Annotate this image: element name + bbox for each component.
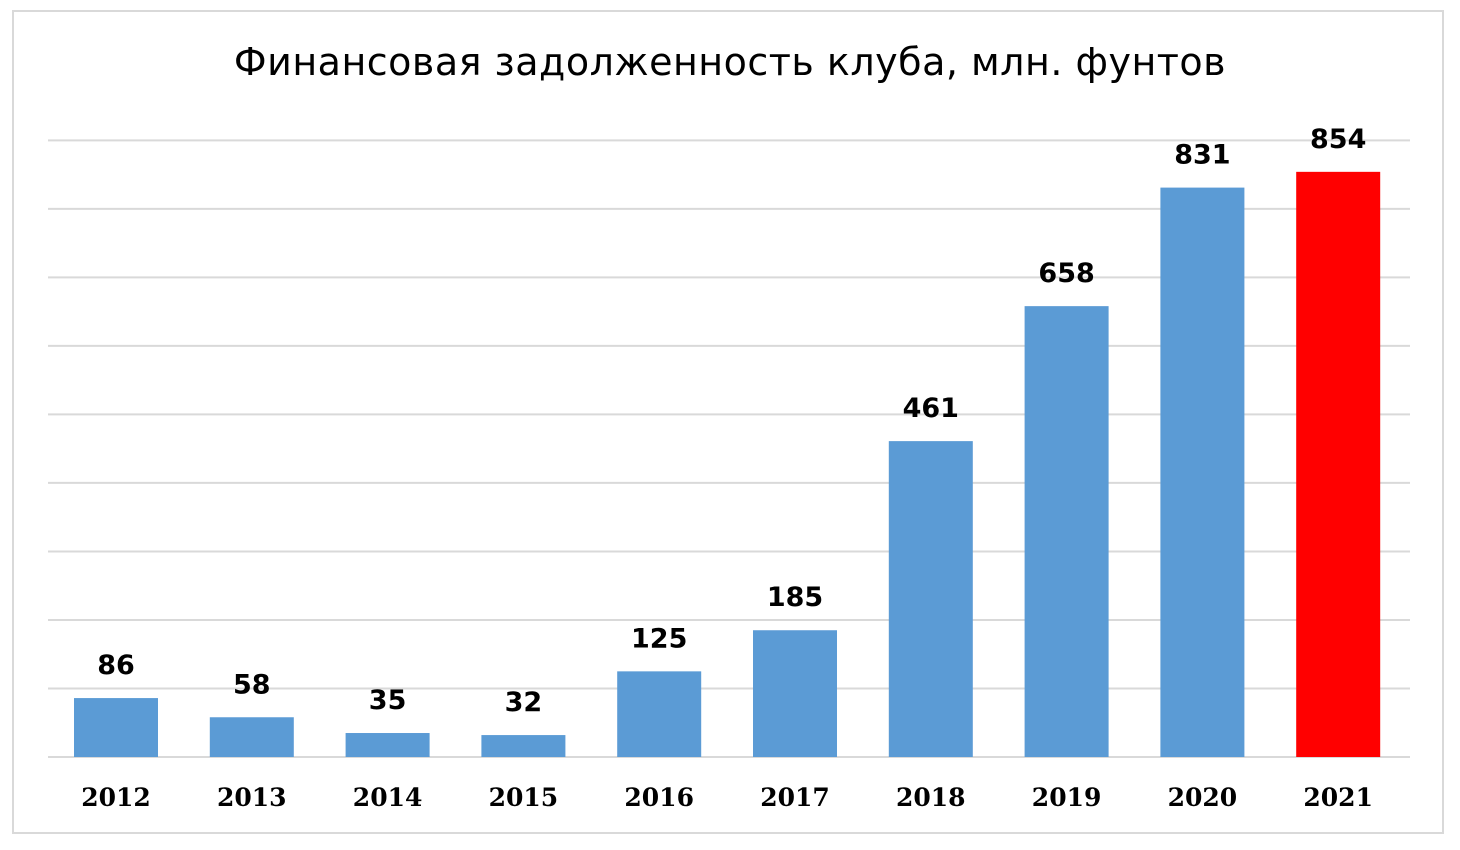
x-tick-2019: 2019 [1032,783,1102,812]
data-label-2012: 86 [97,650,135,681]
bars [74,171,1381,757]
x-tick-2015: 2015 [489,783,559,812]
data-label-2017: 185 [767,582,823,613]
data-label-2016: 125 [631,623,687,654]
data-label-2019: 658 [1038,258,1094,289]
x-tick-2014: 2014 [353,783,423,812]
x-axis-ticks: 2012 2013 2014 2015 2016 2017 2018 2019 2020 2021 [81,783,1373,812]
x-tick-2018: 2018 [896,783,966,812]
data-labels: 86 58 35 32 125 185 461 658 831 854 [97,124,1366,718]
x-tick-2013: 2013 [217,783,287,812]
x-tick-2020: 2020 [1168,783,1238,812]
data-label-2021: 854 [1310,124,1366,155]
data-label-2015: 32 [505,687,543,718]
data-label-2018: 461 [903,393,959,424]
x-tick-2016: 2016 [624,783,694,812]
bar-2017 [753,630,837,757]
bar-2020 [1160,187,1245,757]
bar-2015 [481,735,566,757]
bar-2014 [345,733,430,757]
bar-2012 [74,698,158,757]
x-tick-2012: 2012 [81,783,151,812]
bar-2013 [209,717,294,757]
data-label-2013: 58 [233,669,271,700]
data-label-2020: 831 [1174,140,1230,171]
x-tick-2017: 2017 [760,783,830,812]
bar-2021 [1296,171,1381,757]
bar-2018 [888,441,973,757]
bar-2019 [1024,306,1109,757]
data-label-2014: 35 [369,685,407,716]
chart-title: Финансовая задолженность клуба, млн. фун… [233,40,1227,84]
x-tick-2021: 2021 [1303,783,1373,812]
bar-2016 [617,671,702,757]
